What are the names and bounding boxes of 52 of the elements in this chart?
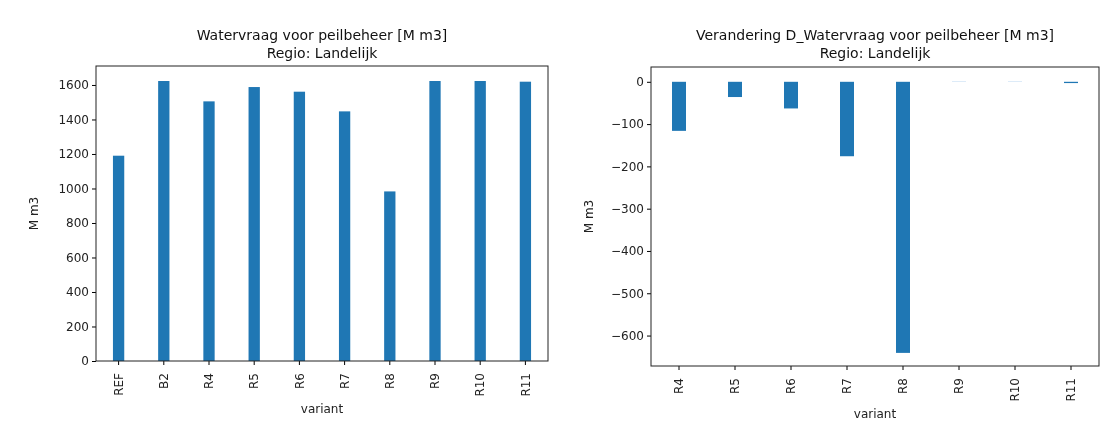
x-tick-label: REF [111, 372, 126, 396]
x-tick-label: R5 [728, 378, 743, 394]
bar [293, 91, 306, 361]
x-tick-label: R4 [672, 378, 687, 394]
y-tick-label: 1400 [58, 112, 89, 127]
y-tick-label: 600 [66, 250, 89, 265]
y-axis-title: M m3 [27, 196, 41, 231]
x-tick-label: R11 [1064, 378, 1079, 402]
bar [519, 81, 532, 361]
chart-title: Verandering D_Watervraag voor peilbeheer [M m3] [695, 27, 1055, 43]
bar [248, 87, 260, 361]
bar [429, 81, 441, 361]
y-tick-label: −200 [611, 159, 644, 174]
bar [474, 81, 486, 361]
x-tick-label: R8 [896, 378, 911, 394]
y-tick-label: 0 [81, 354, 89, 369]
chart-subtitle: Regio: Landelijk [819, 45, 932, 61]
x-tick-label: R6 [292, 373, 307, 389]
x-axis-title: variant [300, 402, 344, 416]
y-tick-label: −600 [611, 328, 644, 343]
x-tick-label: R7 [840, 378, 855, 394]
bar [112, 155, 125, 361]
y-tick-label: 1600 [58, 78, 89, 93]
x-tick-label: R4 [202, 373, 217, 389]
x-tick-label: R9 [428, 373, 443, 389]
y-tick-label: 0 [636, 75, 644, 90]
y-tick-label: 200 [66, 319, 89, 334]
y-tick-label: 1200 [58, 147, 89, 162]
x-tick-label: R5 [247, 373, 262, 389]
x-tick-label: B2 [157, 373, 171, 389]
x-tick-label: R8 [383, 373, 397, 389]
chart-title: Watervraag voor peilbeheer [M m3] [196, 27, 448, 43]
x-axis-title: variant [853, 407, 897, 421]
y-tick-label: 800 [66, 216, 89, 231]
x-tick-label: R7 [337, 373, 352, 389]
y-tick-label: −400 [611, 244, 644, 259]
x-tick-label: R10 [473, 373, 488, 397]
x-tick-label: R9 [952, 378, 967, 394]
y-tick-label: −300 [611, 202, 644, 217]
bar [203, 101, 215, 361]
y-tick-label: −500 [611, 286, 644, 301]
bar [384, 191, 396, 361]
x-tick-label: R10 [1008, 378, 1023, 402]
y-tick-label: 400 [66, 285, 89, 300]
bar [158, 81, 170, 361]
x-tick-label: R6 [784, 378, 799, 394]
bar [338, 111, 351, 361]
y-tick-label: 1000 [58, 181, 89, 196]
x-tick-label: R11 [518, 373, 533, 397]
y-tick-label: −100 [611, 117, 644, 132]
chart-subtitle: Regio: Landelijk [266, 45, 379, 61]
y-axis-title: M m3 [582, 199, 596, 234]
